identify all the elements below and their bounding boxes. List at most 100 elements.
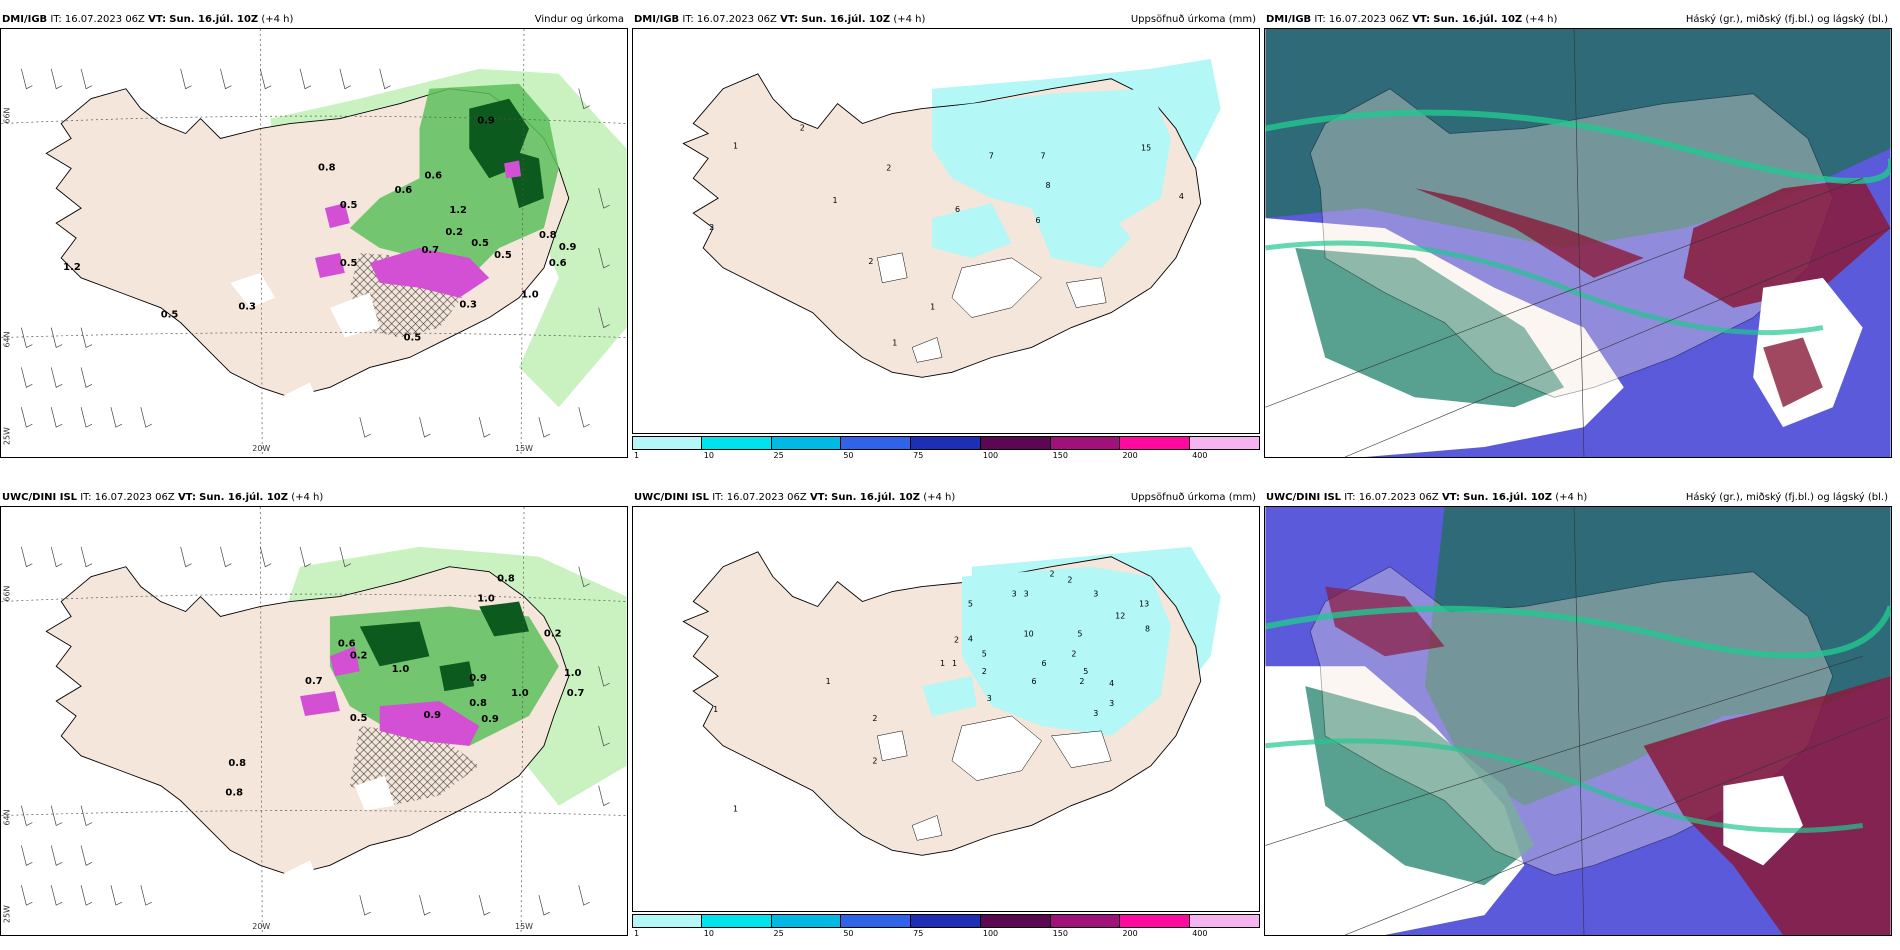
- accum-value: 10: [1024, 629, 1034, 638]
- accum-value: 2: [982, 667, 987, 676]
- forecast-offset: (+4 h): [1555, 492, 1588, 503]
- lon-label: 15W: [515, 922, 533, 931]
- panel-title: Háský (gr.), miðský (fj.bl.) og lágský (…: [1685, 492, 1888, 503]
- valid-time: Sun. 16.júl. 10Z: [831, 492, 920, 503]
- colorbar-segment: [1120, 436, 1191, 450]
- colorbar-tick-label: 150: [1052, 451, 1068, 460]
- colorbar-tick-label: 400: [1192, 451, 1208, 460]
- accum-value: 7: [1041, 151, 1046, 160]
- accum-value: 2: [886, 163, 891, 172]
- accum-value: 7: [989, 151, 994, 160]
- accum-value: 1: [833, 196, 838, 205]
- accum-value: 1: [713, 705, 718, 714]
- cloud-map: [1264, 28, 1892, 458]
- vt-label: VT:: [1412, 14, 1431, 25]
- accum-precip-map: 1 2 2 1 7 7 8 6 6 2 2 4 15 1 1: [632, 28, 1260, 434]
- init-time: IT: 16.07.2023 06Z: [50, 14, 145, 25]
- panel-dmi-wind: DMI/IGB IT: 16.07.2023 06Z VT: Sun. 16.j…: [0, 12, 628, 460]
- accum-value: 2: [1071, 649, 1076, 658]
- precip-value: 1.0: [477, 594, 495, 605]
- panel-header: UWC/DINI ISL IT: 16.07.2023 06Z VT: Sun.…: [632, 490, 1260, 506]
- precip-value: 0.8: [228, 758, 246, 769]
- lat-label: 64N: [2, 809, 11, 825]
- accum-value: 15: [1141, 143, 1151, 152]
- accum-value: 6: [1032, 677, 1037, 686]
- accum-value: 1: [952, 659, 957, 668]
- accum-map-svg: 1 2 2 1 7 7 8 6 6 2 2 4 15 1 1: [633, 29, 1259, 433]
- lon-label: 25W: [2, 905, 11, 923]
- precip-value: 0.5: [340, 200, 358, 211]
- panel-dmi-cloud: DMI/IGB IT: 16.07.2023 06Z VT: Sun. 16.j…: [1264, 12, 1892, 460]
- colorbar-tick-label: 75: [913, 929, 924, 938]
- precip-value: 0.8: [318, 162, 336, 173]
- precip-value: 0.9: [559, 242, 577, 253]
- precip-value: 1.2: [449, 205, 467, 216]
- accum-value: 3: [1109, 699, 1114, 708]
- colorbar: 1 10 25 50 75 100 150 200 400: [632, 912, 1260, 938]
- wind-barbs: [21, 68, 610, 438]
- precip-value: 0.8: [539, 230, 557, 241]
- panel-header: DMI/IGB IT: 16.07.2023 06Z VT: Sun. 16.j…: [632, 12, 1260, 28]
- colorbar-tick-label: 25: [773, 929, 784, 938]
- colorbar-segment: [701, 914, 772, 928]
- accum-value: 12: [1115, 611, 1125, 620]
- precip-value: 0.8: [469, 698, 487, 709]
- cloud-map-svg: [1265, 29, 1891, 457]
- accum-value: 2: [872, 714, 877, 723]
- precip-value: 0.8: [497, 574, 515, 585]
- model-name: DMI/IGB: [634, 14, 680, 25]
- valid-time: Sun. 16.júl. 10Z: [1463, 492, 1552, 503]
- colorbar-tick-label: 100: [982, 451, 999, 460]
- panel-title: Uppsöfnuð úrkoma (mm): [1130, 14, 1256, 25]
- colorbar-tick-label: 150: [1052, 929, 1068, 938]
- vt-label: VT:: [177, 492, 196, 503]
- model-name: DMI/IGB: [1266, 14, 1312, 25]
- accum-value: 6: [1036, 216, 1041, 225]
- accum-value: 1: [733, 804, 738, 813]
- forecast-offset: (+4 h): [923, 492, 956, 503]
- init-time: IT: 16.07.2023 06Z: [1344, 492, 1439, 503]
- colorbar-tick-label: 10: [703, 929, 714, 938]
- accum-value: 4: [1109, 679, 1114, 688]
- accum-precip-map: 1 1 1 4 2 5 3 3 2 2 3 12 10 5 5 2 4 3 5 …: [632, 506, 1260, 912]
- accum-value: 1: [930, 303, 935, 312]
- accum-value: 2: [868, 257, 873, 266]
- accum-value: 1: [826, 677, 831, 686]
- lat-label: 66N: [2, 107, 11, 123]
- accum-value: 2: [1049, 570, 1054, 579]
- panel-header: UWC/DINI ISL IT: 16.07.2023 06Z VT: Sun.…: [1264, 490, 1892, 506]
- precip-value: 1.0: [392, 664, 410, 675]
- panel-header: DMI/IGB IT: 16.07.2023 06Z VT: Sun. 16.j…: [1264, 12, 1892, 28]
- colorbar-tick-label: 200: [1122, 929, 1138, 938]
- wind-map-svg: 0.8 0.5 0.6 0.6 1.2 0.5 0.7 0.2 0.5 1.2 …: [1, 29, 627, 457]
- colorbar-tick-label: 1: [634, 451, 640, 460]
- precip-value: 0.2: [445, 227, 463, 238]
- wind-barbs: [21, 546, 610, 916]
- forecast-offset: (+4 h): [261, 14, 294, 25]
- precip-value: 0.9: [469, 673, 487, 684]
- colorbar-tick-label: 400: [1192, 929, 1208, 938]
- model-name: UWC/DINI ISL: [634, 492, 710, 503]
- init-time: IT: 16.07.2023 06Z: [80, 492, 175, 503]
- accum-map-svg: 1 1 1 4 2 5 3 3 2 2 3 12 10 5 5 2 4 3 5 …: [633, 507, 1259, 911]
- lon-label: 25W: [2, 427, 11, 445]
- panel-uwc-accum: UWC/DINI ISL IT: 16.07.2023 06Z VT: Sun.…: [632, 490, 1260, 938]
- valid-time: Sun. 16.júl. 10Z: [1433, 14, 1523, 25]
- colorbar-segment: [632, 436, 702, 450]
- vt-label: VT:: [148, 14, 167, 25]
- accum-value: 3: [1012, 590, 1017, 599]
- precip-value: 0.5: [494, 250, 512, 261]
- forecast-offset: (+4 h): [893, 14, 926, 25]
- forecast-offset: (+4 h): [1525, 14, 1558, 25]
- precip-value: 0.9: [423, 710, 441, 721]
- precip-value: 0.5: [471, 238, 489, 249]
- init-time: IT: 16.07.2023 06Z: [712, 492, 807, 503]
- accum-value: 5: [982, 649, 987, 658]
- accum-value: 2: [872, 757, 877, 766]
- cloud-map-svg: [1265, 507, 1891, 935]
- colorbar-segment: [632, 914, 702, 928]
- precip-value: 0.7: [305, 676, 323, 687]
- colorbar-segment: [841, 914, 912, 928]
- panel-title: Háský (gr.), miðský (fj.bl.) og lágský (…: [1685, 14, 1888, 25]
- wind-precip-map: 0.8 0.5 0.6 0.6 1.2 0.5 0.7 0.2 0.5 1.2 …: [0, 28, 628, 458]
